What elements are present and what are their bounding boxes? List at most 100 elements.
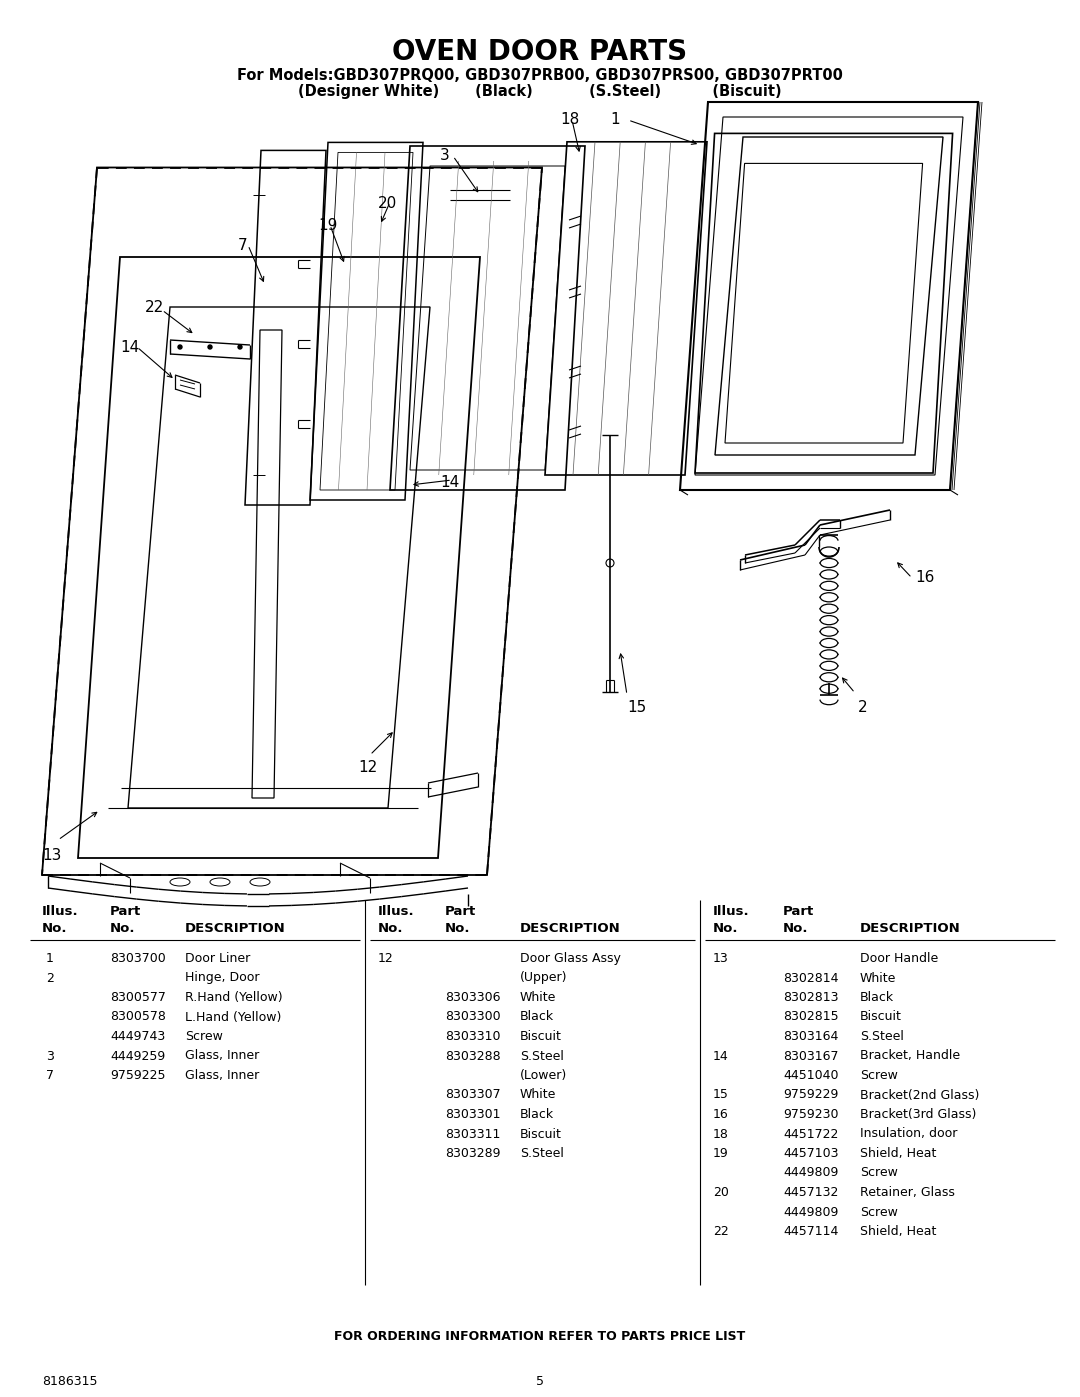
Text: For Models:GBD307PRQ00, GBD307PRB00, GBD307PRS00, GBD307PRT00: For Models:GBD307PRQ00, GBD307PRB00, GBD… xyxy=(238,68,842,82)
Text: 8300578: 8300578 xyxy=(110,1010,166,1024)
Text: 4457114: 4457114 xyxy=(783,1225,838,1238)
Text: Screw: Screw xyxy=(860,1069,897,1083)
Text: 8303167: 8303167 xyxy=(783,1049,838,1063)
Text: OVEN DOOR PARTS: OVEN DOOR PARTS xyxy=(392,38,688,66)
Text: White: White xyxy=(860,971,896,985)
Text: 8186315: 8186315 xyxy=(42,1375,97,1389)
Text: (Lower): (Lower) xyxy=(519,1069,567,1083)
Text: 22: 22 xyxy=(713,1225,729,1238)
Text: 8303310: 8303310 xyxy=(445,1030,500,1044)
Text: Part: Part xyxy=(110,905,141,918)
Text: Door Handle: Door Handle xyxy=(860,951,939,965)
Text: 8303307: 8303307 xyxy=(445,1088,501,1101)
Text: 8303164: 8303164 xyxy=(783,1030,838,1044)
Text: Screw: Screw xyxy=(860,1166,897,1179)
Text: 5: 5 xyxy=(536,1375,544,1389)
Text: 2: 2 xyxy=(46,971,54,985)
Text: Screw: Screw xyxy=(185,1030,222,1044)
Text: 18: 18 xyxy=(561,112,579,127)
Text: Illus.: Illus. xyxy=(42,905,79,918)
Text: 4457103: 4457103 xyxy=(783,1147,838,1160)
Text: (Upper): (Upper) xyxy=(519,971,567,985)
Text: 3: 3 xyxy=(46,1049,54,1063)
Text: 9759230: 9759230 xyxy=(783,1108,838,1120)
Text: Illus.: Illus. xyxy=(713,905,750,918)
Text: 8303289: 8303289 xyxy=(445,1147,500,1160)
Text: 8302813: 8302813 xyxy=(783,990,838,1004)
Text: Door Liner: Door Liner xyxy=(185,951,251,965)
Text: Insulation, door: Insulation, door xyxy=(860,1127,957,1140)
Text: Black: Black xyxy=(860,990,894,1004)
Text: 4451040: 4451040 xyxy=(783,1069,838,1083)
Text: 15: 15 xyxy=(713,1088,729,1101)
Text: 7: 7 xyxy=(46,1069,54,1083)
Text: L.Hand (Yellow): L.Hand (Yellow) xyxy=(185,1010,282,1024)
Text: Part: Part xyxy=(445,905,476,918)
Text: 8303300: 8303300 xyxy=(445,1010,501,1024)
Text: 8303301: 8303301 xyxy=(445,1108,500,1120)
Text: Bracket(3rd Glass): Bracket(3rd Glass) xyxy=(860,1108,976,1120)
Text: Bracket, Handle: Bracket, Handle xyxy=(860,1049,960,1063)
Text: 7: 7 xyxy=(238,237,247,253)
Text: 4449809: 4449809 xyxy=(783,1206,838,1218)
Text: 8302814: 8302814 xyxy=(783,971,838,985)
Text: Hinge, Door: Hinge, Door xyxy=(185,971,259,985)
Text: 1: 1 xyxy=(46,951,54,965)
Text: Glass, Inner: Glass, Inner xyxy=(185,1069,259,1083)
Text: 8302815: 8302815 xyxy=(783,1010,839,1024)
Text: Screw: Screw xyxy=(860,1206,897,1218)
Text: Retainer, Glass: Retainer, Glass xyxy=(860,1186,955,1199)
Text: 19: 19 xyxy=(713,1147,729,1160)
Text: Black: Black xyxy=(519,1010,554,1024)
Text: Glass, Inner: Glass, Inner xyxy=(185,1049,259,1063)
Text: 22: 22 xyxy=(145,300,164,314)
Text: (Designer White)       (Black)           (S.Steel)          (Biscuit): (Designer White) (Black) (S.Steel) (Bisc… xyxy=(298,84,782,99)
Text: 9759225: 9759225 xyxy=(110,1069,165,1083)
Text: Biscuit: Biscuit xyxy=(519,1127,562,1140)
Text: Bracket(2nd Glass): Bracket(2nd Glass) xyxy=(860,1088,980,1101)
Text: 13: 13 xyxy=(42,848,62,863)
Text: 13: 13 xyxy=(713,951,729,965)
Text: 4457132: 4457132 xyxy=(783,1186,838,1199)
Text: 4449259: 4449259 xyxy=(110,1049,165,1063)
Text: 14: 14 xyxy=(120,339,139,355)
Text: 4449809: 4449809 xyxy=(783,1166,838,1179)
Text: 15: 15 xyxy=(627,700,646,715)
Text: No.: No. xyxy=(445,922,471,935)
Text: No.: No. xyxy=(110,922,135,935)
Text: 4451722: 4451722 xyxy=(783,1127,838,1140)
Text: 16: 16 xyxy=(915,570,934,585)
Text: 8300577: 8300577 xyxy=(110,990,166,1004)
Text: Part: Part xyxy=(783,905,814,918)
Text: 1: 1 xyxy=(610,112,620,127)
Text: 19: 19 xyxy=(318,218,337,233)
Text: 8303306: 8303306 xyxy=(445,990,500,1004)
Text: Shield, Heat: Shield, Heat xyxy=(860,1147,936,1160)
Text: 8303288: 8303288 xyxy=(445,1049,501,1063)
Text: 3: 3 xyxy=(440,148,449,163)
Text: No.: No. xyxy=(783,922,809,935)
Text: 12: 12 xyxy=(357,760,377,775)
Text: 4449743: 4449743 xyxy=(110,1030,165,1044)
Text: Biscuit: Biscuit xyxy=(860,1010,902,1024)
Text: 16: 16 xyxy=(713,1108,729,1120)
Text: No.: No. xyxy=(378,922,404,935)
Text: S.Steel: S.Steel xyxy=(860,1030,904,1044)
Text: 14: 14 xyxy=(440,475,459,490)
Text: 20: 20 xyxy=(378,196,397,211)
Text: 9759229: 9759229 xyxy=(783,1088,838,1101)
Circle shape xyxy=(178,345,183,349)
Text: Shield, Heat: Shield, Heat xyxy=(860,1225,936,1238)
Text: White: White xyxy=(519,990,556,1004)
Text: No.: No. xyxy=(713,922,739,935)
Text: Illus.: Illus. xyxy=(378,905,415,918)
Text: 8303311: 8303311 xyxy=(445,1127,500,1140)
Text: R.Hand (Yellow): R.Hand (Yellow) xyxy=(185,990,283,1004)
Text: Door Glass Assy: Door Glass Assy xyxy=(519,951,621,965)
Text: 18: 18 xyxy=(713,1127,729,1140)
Text: Black: Black xyxy=(519,1108,554,1120)
Text: DESCRIPTION: DESCRIPTION xyxy=(519,922,621,935)
Text: S.Steel: S.Steel xyxy=(519,1049,564,1063)
Text: 8303700: 8303700 xyxy=(110,951,165,965)
Text: S.Steel: S.Steel xyxy=(519,1147,564,1160)
